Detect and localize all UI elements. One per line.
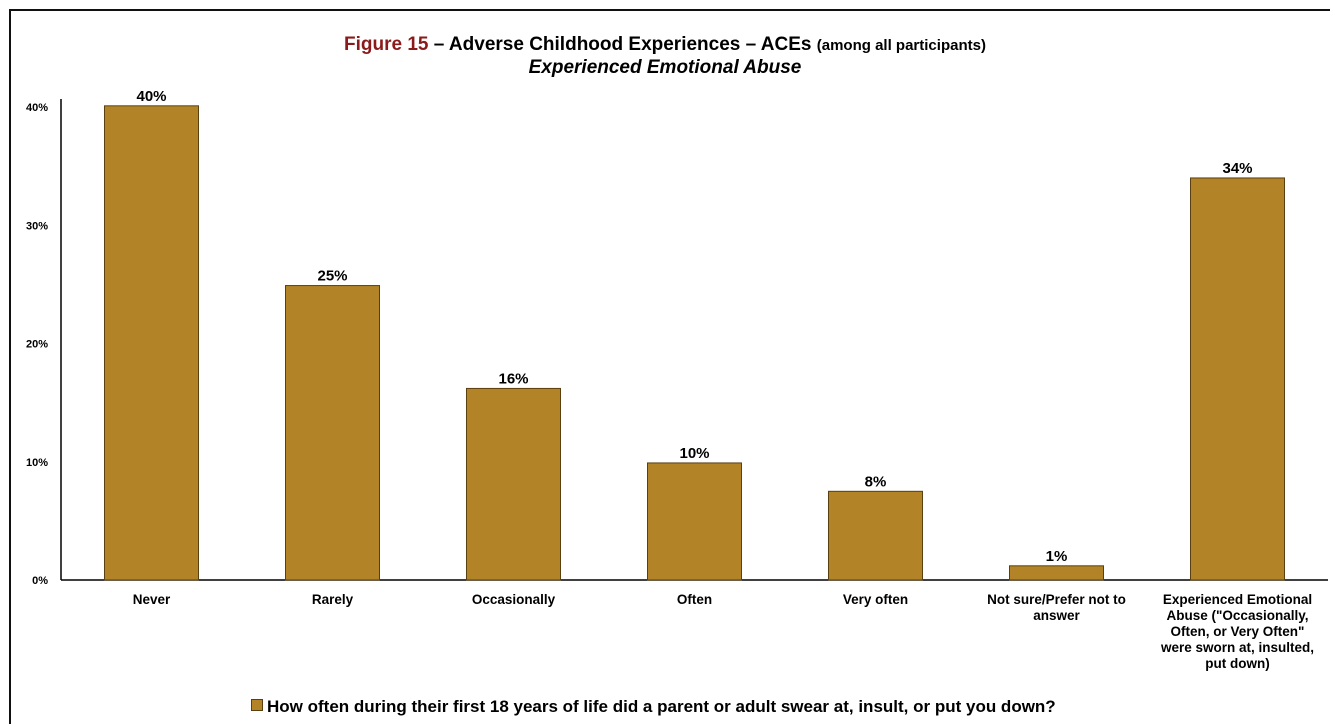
chart-frame	[9, 9, 1330, 724]
bar	[466, 387, 561, 581]
data-label: 16%	[498, 370, 528, 387]
x-tick-label: Very often	[843, 592, 908, 607]
bar	[285, 285, 380, 581]
bar	[828, 490, 923, 581]
x-tick-label: Experienced Emotional Abuse ("Occasionall…	[1160, 592, 1314, 671]
x-tick-label: Occasionally	[472, 592, 556, 607]
chart-subtitle: Experienced Emotional Abuse	[528, 57, 802, 78]
x-tick-label: Rarely	[312, 592, 354, 607]
legend: How often during their first 18 years of…	[251, 697, 1056, 717]
data-label: 40%	[136, 88, 166, 105]
legend-swatch	[251, 699, 263, 711]
data-label: 34%	[1222, 160, 1252, 177]
data-label: 10%	[679, 445, 709, 462]
y-tick-label: 10%	[26, 457, 48, 469]
data-label: 8%	[865, 473, 887, 490]
bar	[1190, 177, 1285, 581]
chart-title: Figure 15 – Adverse Childhood Experience…	[0, 34, 1330, 56]
data-label: 1%	[1046, 548, 1068, 565]
x-tick-label: Never	[133, 592, 171, 607]
title-qualifier: (among all participants)	[816, 37, 986, 54]
x-tick-label: Often	[677, 592, 712, 607]
bar	[647, 462, 742, 581]
x-tick-label: Not sure/Prefer not to answer	[987, 592, 1126, 623]
y-tick-label: 0%	[32, 575, 48, 587]
bar	[1009, 565, 1104, 581]
legend-label: How often during their first 18 years of…	[267, 697, 1056, 716]
data-label: 25%	[317, 268, 347, 285]
y-tick-label: 20%	[26, 339, 48, 351]
y-tick-label: 40%	[26, 102, 48, 114]
figure-label: Figure 15	[344, 34, 429, 55]
y-tick-label: 30%	[26, 220, 48, 232]
bar	[104, 105, 199, 581]
title-main: – Adverse Childhood Experiences – ACEs	[428, 34, 812, 55]
